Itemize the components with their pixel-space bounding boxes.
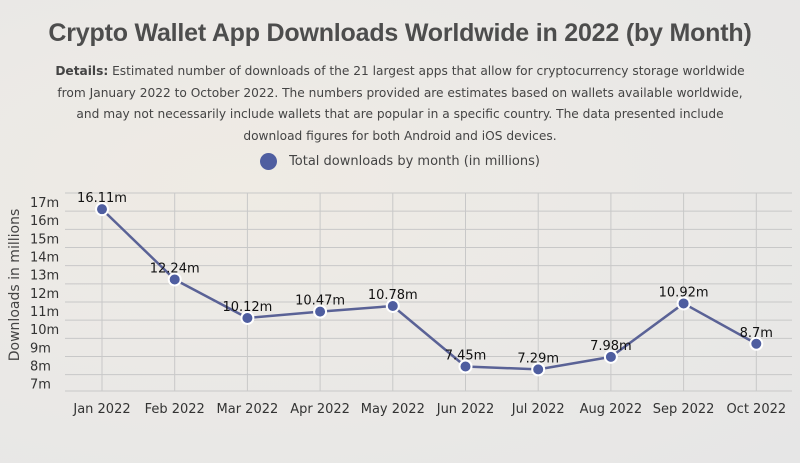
data-label: 7.29m (517, 351, 559, 366)
x-tick-label: Sep 2022 (653, 402, 715, 417)
data-label: 7.98m (590, 339, 632, 354)
grid (65, 192, 792, 392)
x-tick-label: May 2022 (361, 402, 425, 417)
data-label: 7.45m (445, 348, 487, 363)
data-point[interactable] (458, 359, 473, 374)
y-axis-ticks: 7m 8m 9m 10m 11m 12m 13m 14m 15m 16m 17m (30, 196, 59, 393)
x-tick-label: Jun 2022 (436, 402, 495, 417)
chart-title: Crypto Wallet App Downloads Worldwide in… (48, 19, 752, 47)
data-point[interactable] (167, 272, 182, 287)
y-tick-label: 8m (30, 359, 51, 374)
x-tick-label: Mar 2022 (217, 402, 279, 417)
series-line (101, 208, 757, 371)
x-tick-label: Feb 2022 (145, 402, 205, 417)
series-line-group (95, 202, 764, 377)
data-point[interactable] (676, 296, 691, 311)
y-tick-label: 7m (30, 378, 51, 393)
data-point[interactable] (385, 298, 400, 313)
legend-label: Total downloads by month (in millions) (289, 154, 540, 169)
x-tick-label: Jan 2022 (72, 402, 130, 417)
data-point[interactable] (531, 362, 546, 377)
x-tick-label: Jul 2022 (511, 402, 565, 417)
x-tick-label: Oct 2022 (726, 402, 786, 417)
data-labels: 16.11m 12.24m 10.12m 10.47m 10.78m 7.45m 7.29m… (77, 191, 773, 366)
x-tick-label: Aug 2022 (580, 402, 643, 417)
y-tick-label: 13m (30, 269, 59, 284)
data-label: 12.24m (150, 261, 200, 276)
data-label: 10.47m (295, 294, 345, 309)
data-point[interactable] (95, 202, 109, 217)
data-point[interactable] (313, 304, 328, 319)
y-tick-label: 11m (30, 305, 59, 320)
data-point[interactable] (749, 336, 764, 351)
y-tick-label: 16m (30, 214, 59, 229)
legend-marker-icon (260, 153, 278, 170)
data-label: 10.12m (222, 300, 272, 315)
details-text: Estimated number of downloads of the 21 … (57, 64, 745, 143)
data-label: 16.11m (77, 191, 127, 206)
y-tick-label: 15m (30, 232, 59, 247)
legend: Total downloads by month (in millions) (0, 153, 800, 170)
x-tick-label: Apr 2022 (290, 402, 350, 417)
details-label: Details: (55, 64, 109, 78)
chart-details: Details: Estimated number of downloads o… (50, 61, 750, 147)
y-tick-label: 12m (30, 287, 59, 302)
y-tick-label: 9m (30, 341, 51, 356)
data-label: 8.7m (740, 326, 773, 341)
y-tick-label: 10m (30, 323, 59, 338)
data-point[interactable] (240, 310, 255, 325)
y-tick-label: 17m (30, 196, 59, 211)
data-point[interactable] (603, 349, 618, 364)
data-label: 10.78m (368, 288, 418, 303)
data-label: 10.92m (659, 285, 709, 300)
y-tick-label: 14m (30, 250, 59, 265)
x-axis-ticks: Jan 2022 Feb 2022 Mar 2022 Apr 2022 May 2022… (72, 402, 786, 417)
y-axis-label: Downloads in millions (7, 209, 23, 361)
